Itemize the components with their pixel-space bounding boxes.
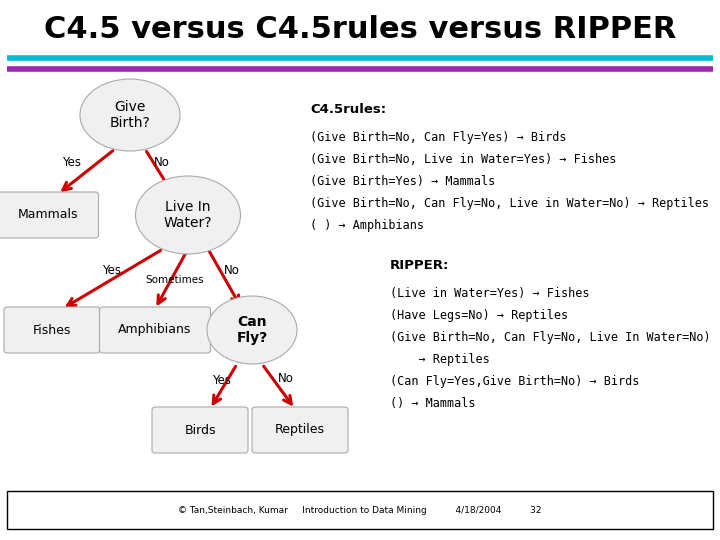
Text: Yes: Yes xyxy=(212,374,232,387)
Text: Yes: Yes xyxy=(102,264,122,276)
Text: (Give Birth=Yes) → Mammals: (Give Birth=Yes) → Mammals xyxy=(310,175,495,188)
FancyBboxPatch shape xyxy=(99,307,210,353)
Text: → Reptiles: → Reptiles xyxy=(390,353,490,366)
FancyBboxPatch shape xyxy=(252,407,348,453)
Text: C4.5 versus C4.5rules versus RIPPER: C4.5 versus C4.5rules versus RIPPER xyxy=(44,15,676,44)
Text: (Can Fly=Yes,Give Birth=No) → Birds: (Can Fly=Yes,Give Birth=No) → Birds xyxy=(390,375,639,388)
Text: Sometimes: Sometimes xyxy=(145,275,204,285)
Text: No: No xyxy=(224,264,240,276)
Text: C4.5rules:: C4.5rules: xyxy=(310,103,386,116)
Text: Reptiles: Reptiles xyxy=(275,423,325,436)
Text: No: No xyxy=(278,372,294,384)
Bar xyxy=(7,491,713,529)
Text: (Give Birth=No, Can Fly=No, Live in Water=No) → Reptiles: (Give Birth=No, Can Fly=No, Live in Wate… xyxy=(310,197,709,210)
Text: () → Mammals: () → Mammals xyxy=(390,397,475,410)
Text: (Have Legs=No) → Reptiles: (Have Legs=No) → Reptiles xyxy=(390,309,568,322)
FancyBboxPatch shape xyxy=(4,307,100,353)
Text: (Give Birth=No, Live in Water=Yes) → Fishes: (Give Birth=No, Live in Water=Yes) → Fis… xyxy=(310,153,616,166)
Ellipse shape xyxy=(80,79,180,151)
FancyBboxPatch shape xyxy=(152,407,248,453)
Text: Yes: Yes xyxy=(63,157,81,170)
Text: Can
Fly?: Can Fly? xyxy=(236,315,268,345)
Text: (Give Birth=No, Can Fly=No, Live In Water=No): (Give Birth=No, Can Fly=No, Live In Wate… xyxy=(390,331,711,344)
Text: No: No xyxy=(154,157,170,170)
Text: Give
Birth?: Give Birth? xyxy=(109,100,150,130)
Text: (Give Birth=No, Can Fly=Yes) → Birds: (Give Birth=No, Can Fly=Yes) → Birds xyxy=(310,131,567,144)
Text: Live In
Water?: Live In Water? xyxy=(163,200,212,230)
Text: ( ) → Amphibians: ( ) → Amphibians xyxy=(310,219,424,232)
Text: © Tan,Steinbach, Kumar     Introduction to Data Mining          4/18/2004       : © Tan,Steinbach, Kumar Introduction to D… xyxy=(179,506,541,515)
Ellipse shape xyxy=(135,176,240,254)
Text: RIPPER:: RIPPER: xyxy=(390,259,449,272)
Text: Fishes: Fishes xyxy=(33,323,71,336)
Ellipse shape xyxy=(207,296,297,364)
Text: Mammals: Mammals xyxy=(18,208,78,221)
Text: (Live in Water=Yes) → Fishes: (Live in Water=Yes) → Fishes xyxy=(390,287,590,300)
Text: Amphibians: Amphibians xyxy=(118,323,192,336)
Text: Birds: Birds xyxy=(184,423,216,436)
FancyBboxPatch shape xyxy=(0,192,99,238)
